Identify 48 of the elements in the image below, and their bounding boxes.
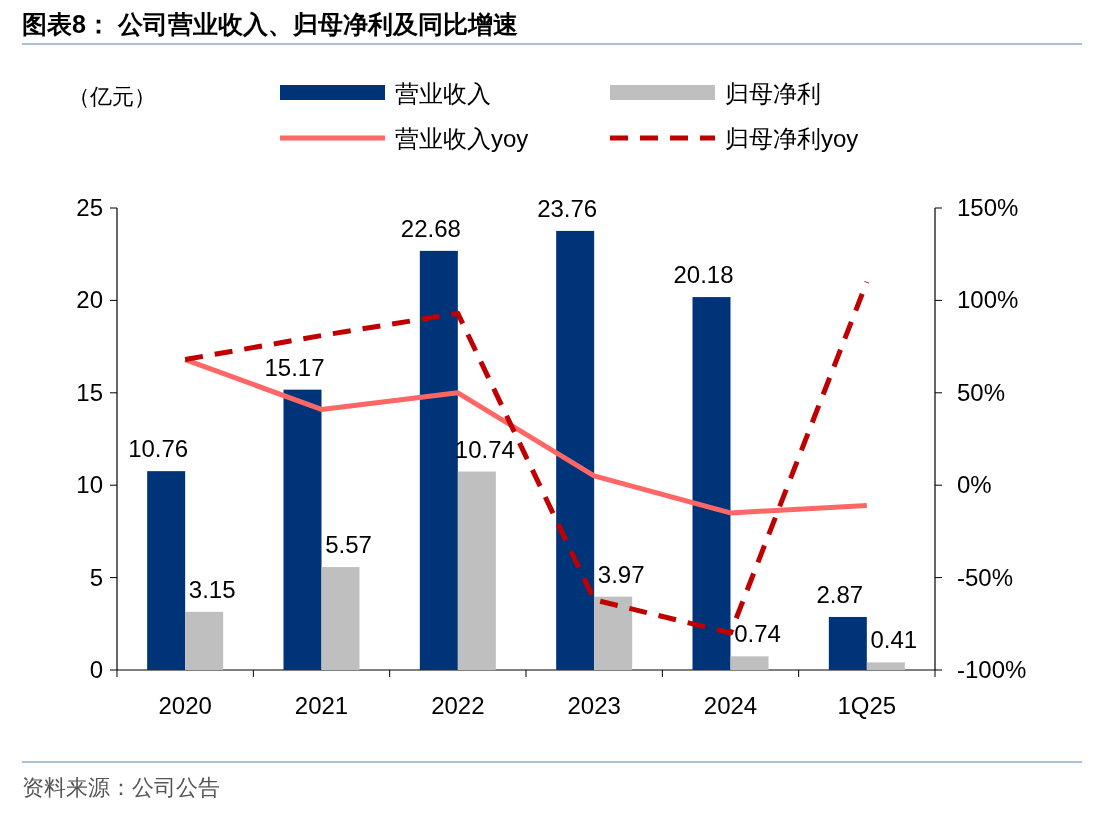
data-label: 20.18 xyxy=(673,261,734,289)
y-tick-label: 5 xyxy=(89,563,103,591)
y-tick-label: 25 xyxy=(76,194,103,221)
x-tick-label: 2021 xyxy=(294,692,349,719)
chart-title: 图表8： 公司营业收入、归母净利及同比增速 xyxy=(22,10,518,38)
bar xyxy=(185,611,224,670)
text: 资料来源：公司公告 xyxy=(22,775,220,800)
y2-tick-label: 150% xyxy=(957,194,1019,221)
bar xyxy=(692,297,731,670)
x-tick-label: 2024 xyxy=(703,692,758,719)
data-label: 23.76 xyxy=(537,194,598,222)
x-tick-label: 2022 xyxy=(431,692,485,719)
data-label: 0.41 xyxy=(870,626,918,654)
bar xyxy=(321,567,360,670)
bar xyxy=(730,656,769,670)
legend-label: 营业收入yoy xyxy=(395,125,529,152)
data-label: 15.17 xyxy=(264,353,325,381)
legend-label: 归母净利 xyxy=(725,80,821,107)
y-tick-label: 10 xyxy=(76,471,103,499)
x-tick-label: 2023 xyxy=(567,692,621,719)
bar xyxy=(419,250,458,670)
data-label: 3.15 xyxy=(188,575,236,603)
y2-tick-label: 50% xyxy=(957,378,1006,406)
y2-tick-label: 100% xyxy=(957,286,1019,314)
y2-tick-label: -100% xyxy=(957,656,1027,683)
legend-label: 归母净利yoy xyxy=(725,125,859,152)
bar xyxy=(594,596,633,670)
data-label: 3.97 xyxy=(597,560,645,588)
data-label: 5.57 xyxy=(325,531,372,559)
bar xyxy=(866,662,905,670)
bar xyxy=(147,471,186,670)
legend-label: 营业收入 xyxy=(395,80,491,107)
y2-tick-label: 0% xyxy=(957,471,992,499)
bar xyxy=(283,389,322,670)
y-axis-title: （亿元） xyxy=(68,84,156,109)
y-tick-label: 0 xyxy=(89,656,103,683)
data-label: 10.76 xyxy=(128,435,189,463)
y-tick-label: 15 xyxy=(76,378,103,406)
data-label: 22.68 xyxy=(400,214,461,242)
bar xyxy=(556,230,595,670)
data-label: 2.87 xyxy=(816,580,864,608)
x-tick-label: 2020 xyxy=(158,692,212,719)
y-tick-label: 20 xyxy=(76,286,103,314)
data-label: 0.74 xyxy=(734,620,781,648)
bar xyxy=(828,616,867,670)
y2-tick-label: -50% xyxy=(957,563,1014,591)
x-tick-label: 1Q25 xyxy=(837,692,897,719)
bar xyxy=(457,471,496,670)
